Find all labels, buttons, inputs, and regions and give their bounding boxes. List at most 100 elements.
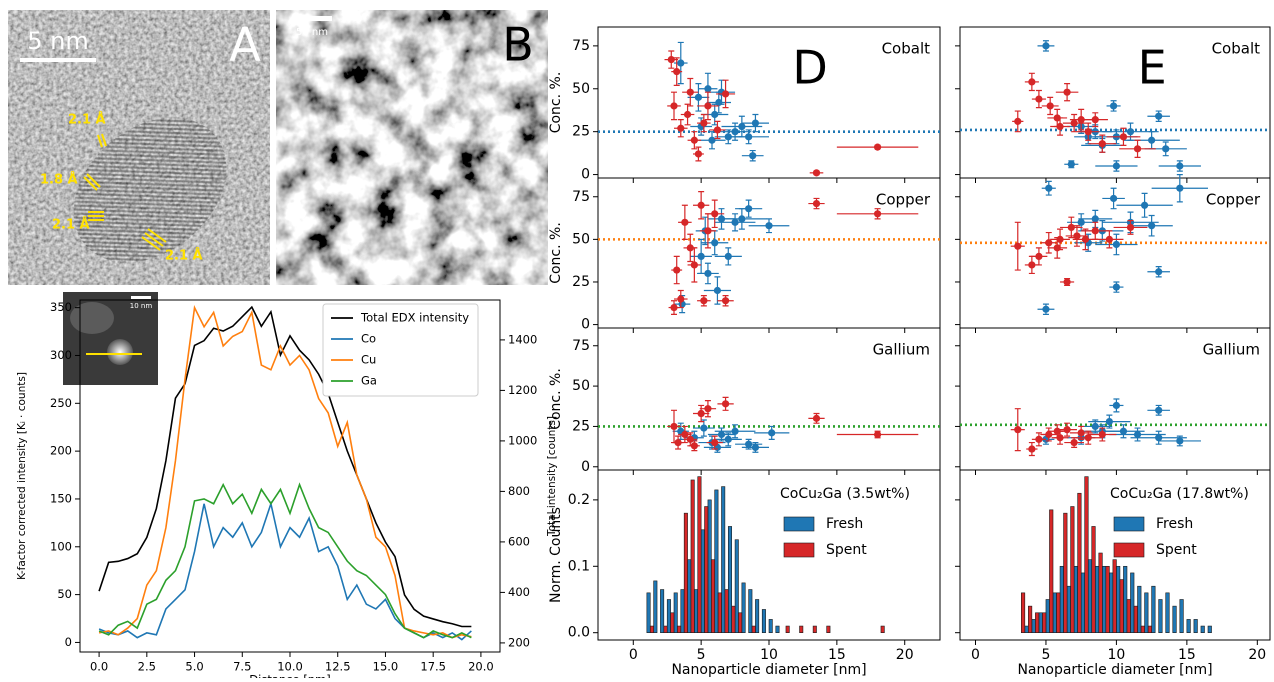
data-point [749, 152, 757, 160]
data-point [694, 93, 703, 101]
data-point [1112, 283, 1121, 291]
subplot-title: Gallium [873, 341, 930, 359]
data-point [715, 98, 723, 107]
histogram-bar [785, 625, 790, 633]
data-point [713, 126, 722, 134]
histogram-bar [1130, 572, 1135, 633]
y-tick-label: 300 [50, 348, 72, 362]
inset-image: 10 nm [63, 292, 158, 385]
y-axis-label: Conc. %. [548, 222, 564, 284]
data-point [1155, 434, 1163, 442]
y-tick-label: 0 [581, 317, 590, 333]
data-point [1063, 88, 1071, 96]
data-point [1035, 435, 1043, 443]
data-point [1133, 145, 1142, 153]
histogram-bar [724, 589, 729, 633]
data-point [873, 143, 882, 151]
x-tick-label: 15 [828, 647, 846, 663]
subplot-title: Cobalt [882, 40, 931, 58]
x-tick-label: 10 [1107, 647, 1125, 663]
data-point [673, 266, 681, 274]
legend-box [322, 303, 479, 397]
annotation-mark [144, 232, 164, 247]
histogram-bar [1193, 619, 1198, 633]
y-tick-label: 350 [50, 300, 72, 314]
y-tick-label: 0.0 [568, 625, 590, 641]
y-tick-label: 150 [50, 491, 72, 505]
histogram-bar [694, 589, 699, 633]
data-point [812, 414, 821, 422]
histogram-bar [1073, 565, 1078, 633]
data-point [751, 119, 760, 127]
data-point [768, 429, 776, 437]
data-point [1109, 102, 1118, 110]
data-point [1155, 406, 1163, 414]
stem-image [276, 10, 548, 285]
legend-label: Fresh [826, 516, 863, 532]
data-point [1063, 426, 1071, 434]
y-tick-label: 25 [572, 418, 590, 434]
data-point [873, 210, 882, 218]
x-tick-label: 20 [896, 647, 914, 663]
histogram-bar [1172, 605, 1177, 633]
data-point [1028, 261, 1036, 269]
data-point [738, 215, 746, 223]
data-point [745, 133, 753, 141]
histogram-bar [880, 625, 885, 633]
scale-bar-label: 10 nm [130, 302, 153, 310]
x-tick-label: 17.5 [420, 660, 446, 674]
data-point [681, 218, 689, 226]
legend-label: Spent [1156, 542, 1197, 558]
histogram-bar [1042, 612, 1047, 633]
histogram-bar [690, 479, 695, 633]
x-tick-label: 2.5 [138, 660, 156, 674]
data-point [673, 68, 681, 76]
data-point [721, 90, 730, 98]
data-point [1056, 122, 1064, 131]
data-line [98, 304, 472, 639]
data-point [711, 239, 719, 247]
scale-bar-label: 50 nm [296, 27, 328, 38]
data-point [1077, 218, 1085, 226]
histogram-bar [1158, 599, 1163, 633]
y-tick-label: 50 [572, 231, 590, 247]
micrograph-a: 5 nm A 2.1 Å 1.8 Å 2.1 Å 2.1 Å [8, 10, 270, 285]
annotation-mark [97, 134, 103, 148]
histogram-bar [1024, 625, 1029, 633]
histogram-bar [1087, 559, 1093, 633]
annotation-mark [86, 173, 101, 188]
scale-bar [131, 296, 151, 299]
data-point [1105, 417, 1113, 426]
legend-swatch [783, 542, 815, 558]
data-point [1148, 222, 1156, 230]
x-tick-label: 20 [1248, 647, 1266, 663]
data-point [704, 102, 712, 110]
data-point [1091, 215, 1099, 223]
data-point [1155, 112, 1163, 120]
panel-label: E [1138, 41, 1167, 95]
histogram-bar [666, 599, 671, 633]
y-axis-label: K-factor corrected intensity [Kᵢ · count… [16, 372, 28, 580]
data-point [731, 427, 739, 435]
histogram-bar [1105, 565, 1110, 633]
data-point [717, 430, 726, 439]
data-point [1098, 140, 1106, 148]
data-point [1105, 235, 1113, 243]
data-point [745, 440, 753, 448]
data-point [1063, 278, 1071, 286]
annotation-mark [147, 228, 167, 243]
histogram-bar [1038, 612, 1043, 633]
y-axis-label: Norm. Counts [548, 507, 564, 603]
y-tick-label: 100 [50, 539, 72, 553]
data-point [1091, 116, 1099, 124]
histogram-bar [1070, 506, 1075, 633]
x-axis-label: Distance [nm] [249, 673, 330, 679]
data-point [690, 442, 698, 450]
y-tick-label: 0.2 [568, 492, 590, 508]
y-tick-label: 75 [572, 338, 590, 354]
data-point [700, 424, 708, 432]
histogram-bar [1200, 625, 1205, 633]
scale-bar-label: 5 nm [27, 27, 89, 55]
axes-frame [959, 469, 1271, 641]
